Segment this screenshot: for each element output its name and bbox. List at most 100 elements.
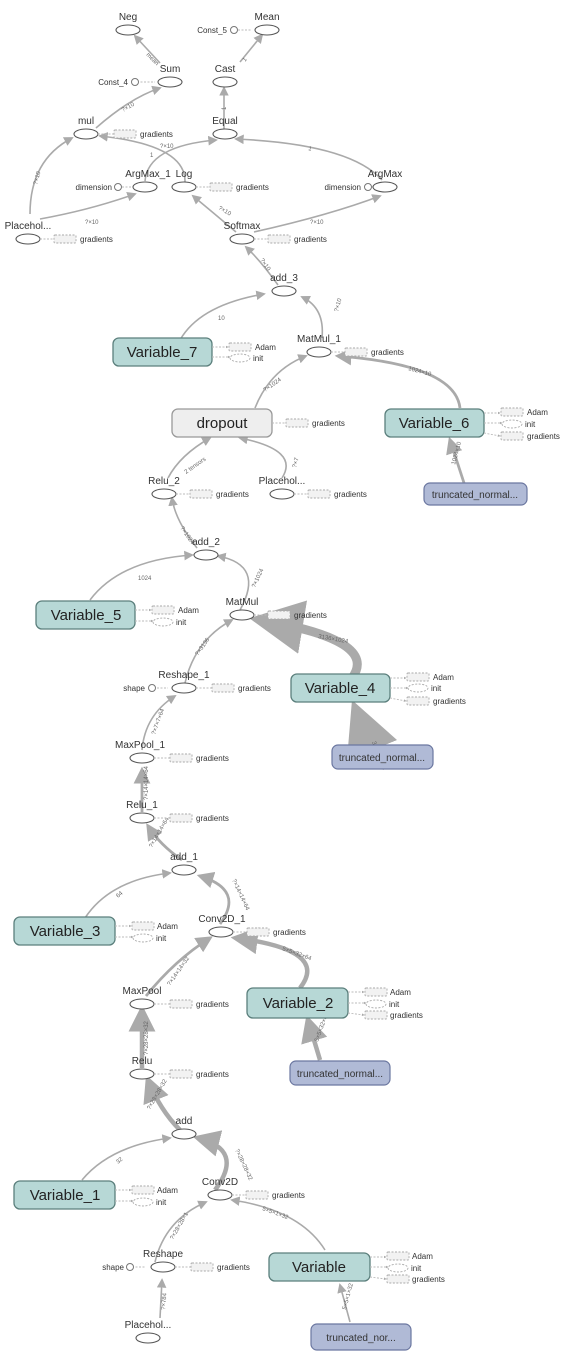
node-placeholder-bottom[interactable]: Placehol... xyxy=(125,1320,172,1344)
node-maxpool-1[interactable]: MaxPool_1 gradients xyxy=(115,740,229,764)
aux-label: Adam xyxy=(157,1186,178,1195)
op-ellipse xyxy=(271,285,297,297)
aux-label: gradients xyxy=(272,1191,305,1200)
op-ellipse xyxy=(129,1068,155,1080)
op-ellipse xyxy=(171,682,197,694)
node-label: ArgMax xyxy=(368,169,402,180)
node-dropout[interactable]: dropout gradients xyxy=(171,408,345,438)
node-shape[interactable]: shape xyxy=(102,1263,134,1272)
node-placeholder-top[interactable]: Placehol... gradients xyxy=(5,221,113,245)
node-relu-1[interactable]: Relu_1 gradients xyxy=(126,800,229,824)
node-label: Variable_7 xyxy=(127,344,198,361)
aux-gradients-box xyxy=(190,1262,214,1272)
edge-reshape1-matmul xyxy=(184,619,234,684)
node-shape-1[interactable]: shape xyxy=(123,684,156,693)
aux-label: Adam xyxy=(412,1252,433,1261)
edge-trunc-var2 xyxy=(301,1014,328,1061)
node-softmax[interactable]: Softmax gradients xyxy=(224,221,327,245)
node-relu[interactable]: Relu gradients xyxy=(129,1056,229,1080)
node-truncated-normal-0[interactable]: truncated_nor... xyxy=(310,1323,412,1351)
node-label: Softmax xyxy=(224,221,261,232)
edge-label: 1 xyxy=(307,146,312,153)
aux-label: gradients xyxy=(294,611,327,620)
node-label: add_2 xyxy=(192,537,220,548)
node-conv2d-1[interactable]: Conv2D_1 gradients xyxy=(198,914,306,938)
node-variable-3[interactable]: Variable_3 Adam init xyxy=(13,916,178,946)
variable-box xyxy=(13,1180,116,1210)
node-label: Log xyxy=(176,169,193,180)
const-circle xyxy=(230,26,238,34)
op-ellipse xyxy=(229,233,255,245)
const-circle xyxy=(114,183,122,191)
const-circle xyxy=(364,183,372,191)
node-argmax[interactable]: ArgMax xyxy=(368,169,402,193)
edge-var-conv2d xyxy=(230,1196,326,1251)
node-argmax-1[interactable]: ArgMax_1 xyxy=(125,169,171,193)
node-log[interactable]: Log gradients xyxy=(171,169,269,193)
node-label: Variable_3 xyxy=(30,923,101,940)
aux-label: Adam xyxy=(157,922,178,931)
edge-var6-matmul1 xyxy=(334,348,462,409)
node-conv2d[interactable]: Conv2D gradients xyxy=(202,1177,305,1201)
node-sum[interactable]: Sum xyxy=(157,64,183,88)
aux-label: gradients xyxy=(196,754,229,763)
node-reshape-1[interactable]: Reshape_1 gradients xyxy=(158,670,271,694)
edge-label: 1 xyxy=(222,106,228,110)
node-truncated-normal-2[interactable]: truncated_normal... xyxy=(289,1060,391,1086)
aux-gradients-box xyxy=(364,1010,388,1020)
node-variable-6[interactable]: Variable_6 Adam init gradients xyxy=(384,407,560,441)
node-reshape[interactable]: Reshape gradients xyxy=(143,1249,250,1273)
aux-label: init xyxy=(253,354,264,363)
op-ellipse xyxy=(193,549,219,561)
edge-maxpool1-reshape1 xyxy=(141,694,177,751)
node-variable-5[interactable]: Variable_5 Adam init xyxy=(35,600,199,630)
node-const-4[interactable]: Const_4 xyxy=(98,78,139,87)
node-label: truncated_nor... xyxy=(326,1333,396,1344)
node-label: truncated_normal... xyxy=(432,490,518,501)
node-maxpool[interactable]: MaxPool gradients xyxy=(123,986,229,1010)
edge-reshape-conv2d xyxy=(154,1200,208,1263)
node-variable-4[interactable]: Variable_4 Adam init gradients xyxy=(290,672,466,706)
op-ellipse xyxy=(171,1128,197,1140)
node-placeholder-mid[interactable]: Placehol... gradients xyxy=(259,476,367,500)
node-relu-2[interactable]: Relu_2 gradients xyxy=(148,476,249,500)
aux-label: init xyxy=(389,1000,400,1009)
node-neg[interactable]: Neg xyxy=(115,12,141,36)
node-add-2[interactable]: add_2 xyxy=(192,537,220,561)
edge-trunc-var4 xyxy=(346,699,398,761)
variable-box xyxy=(13,916,116,946)
op-ellipse xyxy=(171,864,197,876)
edge-label: ?×10 xyxy=(121,101,136,113)
node-truncated-normal-6[interactable]: truncated_normal... xyxy=(423,482,528,506)
node-truncated-normal-4[interactable]: truncated_normal... xyxy=(331,744,434,770)
edge-mul-sum xyxy=(95,85,162,129)
node-dimension-left[interactable]: dimension xyxy=(76,183,122,192)
node-cast[interactable]: Cast xyxy=(212,64,238,88)
node-variable[interactable]: Variable Adam init gradients xyxy=(268,1251,445,1284)
aux-label: gradients xyxy=(217,1263,250,1272)
node-add-1[interactable]: add_1 xyxy=(170,852,198,876)
node-mean[interactable]: Mean xyxy=(254,12,280,36)
node-matmul-1[interactable]: MatMul_1 gradients xyxy=(297,334,404,358)
node-dimension-right[interactable]: dimension xyxy=(325,183,372,192)
aux-gradients-box xyxy=(169,1069,193,1079)
node-mul[interactable]: mul gradients xyxy=(73,116,173,140)
edge-label: 5×5×1×32 xyxy=(261,1206,289,1221)
aux-adam-box xyxy=(131,921,155,931)
aux-gradients-box xyxy=(211,683,235,693)
node-matmul[interactable]: MatMul gradients xyxy=(226,597,327,621)
edge-var7-add3 xyxy=(179,290,266,341)
node-add[interactable]: add xyxy=(171,1116,197,1140)
node-variable-2[interactable]: Variable_2 Adam init gradients xyxy=(246,987,423,1020)
node-label: Const_5 xyxy=(197,26,227,35)
edge-conv2d1-add1 xyxy=(196,871,231,925)
node-add-3[interactable]: add_3 xyxy=(270,273,298,297)
node-const-5[interactable]: Const_5 xyxy=(197,26,238,35)
edge-label: ?×784 xyxy=(161,1292,169,1310)
node-equal[interactable]: Equal xyxy=(212,116,238,140)
node-label: ArgMax_1 xyxy=(125,169,171,180)
node-variable-7[interactable]: Variable_7 Adam init xyxy=(112,337,276,367)
node-label: MaxPool xyxy=(123,986,162,997)
node-variable-1[interactable]: Variable_1 Adam init xyxy=(13,1180,178,1210)
